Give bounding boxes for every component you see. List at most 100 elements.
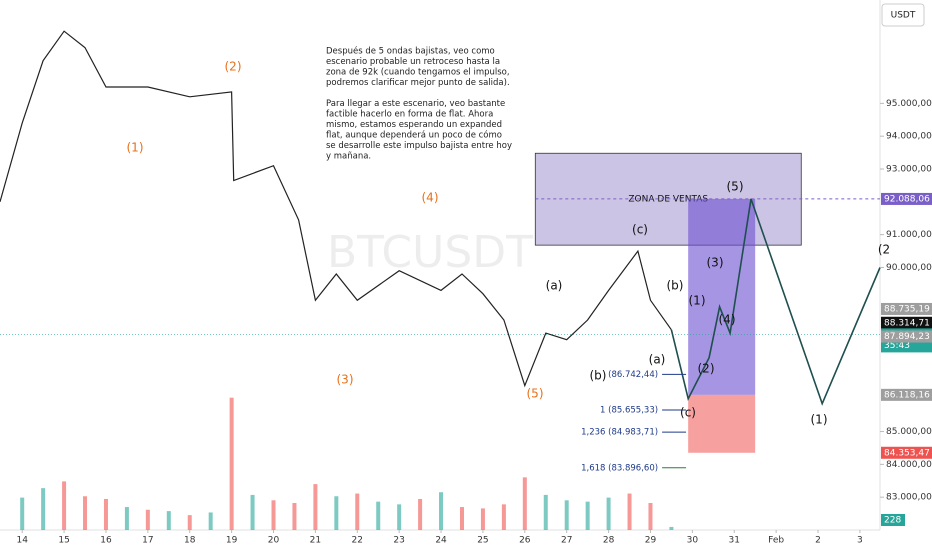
wave-label: (a) xyxy=(546,279,563,293)
wave-label: (2 xyxy=(878,243,890,257)
countdown: 35:43 xyxy=(884,341,910,351)
x-tick-label: 24 xyxy=(435,536,447,546)
x-tick-label: 16 xyxy=(100,536,112,546)
profit-zone xyxy=(688,198,756,395)
y-tick-label: 84.000,00 xyxy=(886,460,932,470)
x-tick-label: 18 xyxy=(184,536,196,546)
note-line: podremos clarificar mejor punto de salid… xyxy=(326,78,510,88)
fib-label: (86.742,44) xyxy=(608,370,658,380)
volume-bar xyxy=(543,494,548,530)
loss-zone xyxy=(688,394,756,453)
price-tag xyxy=(881,330,932,343)
wave-label: (1) xyxy=(127,141,144,155)
wave-label: (2) xyxy=(698,362,715,376)
volume-bar xyxy=(124,507,129,530)
x-tick-label: 25 xyxy=(477,536,488,546)
y-tick-label: 93.000,00 xyxy=(886,165,932,175)
volume-bar xyxy=(648,503,653,530)
volume-bar xyxy=(103,498,108,530)
fib-label: 1,618 (83.896,60) xyxy=(581,463,658,473)
volume-bar xyxy=(669,526,674,530)
volume-bar xyxy=(20,497,25,530)
wave-label: (b) xyxy=(590,369,607,383)
note-line: zona de 92k (cuando tengamos el impulso, xyxy=(326,68,510,78)
x-tick-label: 23 xyxy=(393,536,404,546)
wave-label: (1) xyxy=(689,294,706,308)
price-tag xyxy=(881,302,932,315)
volume-bar xyxy=(271,500,276,530)
wave-label: (4) xyxy=(422,191,439,205)
price-line xyxy=(0,30,672,388)
wave-label: (c) xyxy=(632,223,648,237)
volume-bar xyxy=(480,508,485,530)
x-tick-label: 28 xyxy=(603,536,615,546)
y-tick-label: 94.000,00 xyxy=(886,132,932,142)
volume-bar xyxy=(166,511,171,530)
wave-label: (1) xyxy=(811,413,828,427)
x-tick-label: 15 xyxy=(58,536,69,546)
x-tick-label: 26 xyxy=(519,536,531,546)
note-line: factible hacerlo en forma de flat. Ahora xyxy=(326,110,493,120)
wave-label: (c) xyxy=(680,406,696,420)
y-tick-label: 95.000,00 xyxy=(886,99,932,109)
x-tick-label: 30 xyxy=(687,536,699,546)
volume-bar xyxy=(459,507,464,530)
x-tick-label: 29 xyxy=(645,536,657,546)
x-tick-label: 3 xyxy=(857,536,863,546)
price-tag xyxy=(881,316,932,329)
price-tag-label: 88.314,71 xyxy=(884,318,930,328)
wave-label: (a) xyxy=(649,353,666,367)
volume-bar xyxy=(292,503,297,530)
volume-bar xyxy=(145,509,150,530)
volume-bar xyxy=(585,501,590,530)
volume-bar xyxy=(229,397,234,530)
price-tag-label: 87.894,23 xyxy=(884,332,930,342)
x-tick-label: 19 xyxy=(226,536,238,546)
note-line: se desarrolle este impulso bajista entre… xyxy=(326,141,512,151)
note-line: mismo, estamos esperando un expanded xyxy=(326,120,502,130)
x-tick-label: Feb xyxy=(768,536,784,546)
watermark: BTCUSDT xyxy=(327,227,533,278)
fib-label: 1,236 (84.983,71) xyxy=(581,428,658,438)
volume-tag xyxy=(881,514,905,526)
volume-bar xyxy=(606,497,611,530)
price-tag xyxy=(881,446,932,459)
wave-label: (3) xyxy=(707,256,724,270)
wave-label: (4) xyxy=(719,313,736,327)
volume-bar xyxy=(187,515,192,530)
wave-label: (3) xyxy=(337,373,354,387)
wave-label: (2) xyxy=(225,60,242,74)
price-tag xyxy=(881,192,932,205)
price-tag-label: 84.353,47 xyxy=(884,448,930,458)
wave-label: (5) xyxy=(727,180,744,194)
currency-button[interactable] xyxy=(881,3,925,27)
note-line: y mañana. xyxy=(326,152,371,162)
volume-bar xyxy=(334,496,339,530)
volume-bar xyxy=(376,501,381,530)
y-tick-label: 83.000,00 xyxy=(886,493,932,503)
volume-bar xyxy=(62,481,67,530)
x-tick-label: 31 xyxy=(729,536,740,546)
price-tag-label: 92.088,06 xyxy=(884,194,930,204)
x-tick-label: 17 xyxy=(142,536,153,546)
y-tick-label: 91.000,00 xyxy=(886,230,932,240)
volume-bar xyxy=(250,494,255,530)
fib-label: 1 (85.655,33) xyxy=(600,406,658,416)
price-tag xyxy=(881,388,932,401)
currency-label[interactable]: USDT xyxy=(891,11,916,21)
x-tick-label: 20 xyxy=(268,536,280,546)
price-tag-label: 88.735,19 xyxy=(884,304,930,314)
volume-bar xyxy=(418,498,423,530)
volume-tag-label: 228 xyxy=(884,516,901,526)
volume-bar xyxy=(397,504,402,530)
x-tick-label: 2 xyxy=(815,536,821,546)
volume-bar xyxy=(564,500,569,530)
projection-line xyxy=(670,198,881,406)
volume-bar xyxy=(83,496,88,530)
wave-label: (5) xyxy=(527,387,544,401)
note-line: escenario probable un retroceso hasta la xyxy=(326,57,500,67)
x-tick-label: 21 xyxy=(310,536,321,546)
wave-label: (b) xyxy=(667,279,684,293)
x-tick-label: 22 xyxy=(352,536,363,546)
